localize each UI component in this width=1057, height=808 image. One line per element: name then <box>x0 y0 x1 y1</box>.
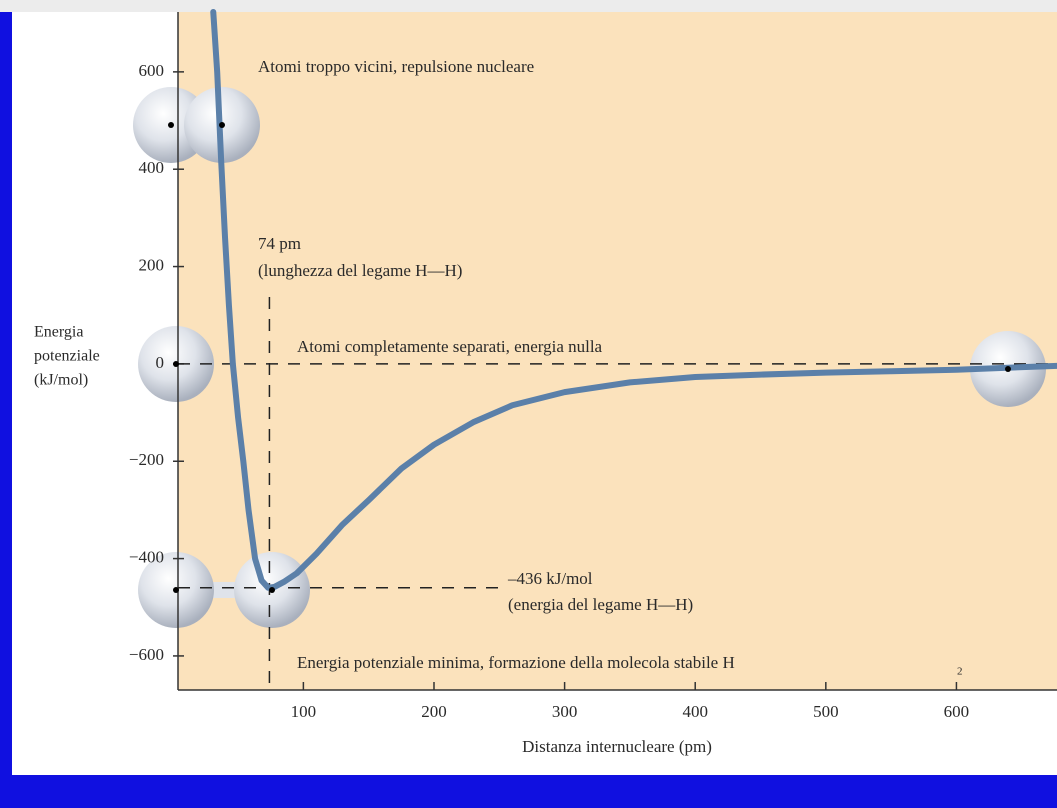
nucleus <box>173 587 179 593</box>
y-tick-label: −200 <box>129 450 164 469</box>
left-band <box>0 12 12 808</box>
annotation: 2 <box>957 666 963 678</box>
annotation: –436 kJ/mol <box>507 569 593 588</box>
annotation: (lunghezza del legame H—H) <box>258 261 462 280</box>
nucleus <box>173 361 179 367</box>
y-tick-label: −400 <box>129 547 164 566</box>
y-tick-label: −600 <box>129 645 164 664</box>
annotation: 74 pm <box>258 234 301 253</box>
x-tick-label: 100 <box>291 702 317 721</box>
annotation: Atomi completamente separati, energia nu… <box>297 337 603 356</box>
energy-curve <box>210 9 1057 591</box>
nucleus <box>168 122 174 128</box>
atom-nuclei <box>168 122 1011 593</box>
x-tick-label: 400 <box>682 702 708 721</box>
x-tick-label: 200 <box>421 702 447 721</box>
y-tick-label: 600 <box>139 61 165 80</box>
x-tick-label: 500 <box>813 702 839 721</box>
nucleus <box>1005 366 1011 372</box>
y-axis-title: Energia <box>34 324 83 341</box>
x-tick-label: 600 <box>944 702 970 721</box>
y-axis-title: potenziale <box>34 348 100 365</box>
nucleus <box>269 587 275 593</box>
annotation: Energia potenziale minima, formazione de… <box>297 653 735 672</box>
y-tick-label: 200 <box>139 255 165 274</box>
y-tick-label: 0 <box>156 353 165 372</box>
bottom-band <box>0 775 1057 808</box>
nucleus <box>219 122 225 128</box>
x-axis-title: Distanza internucleare (pm) <box>522 737 712 756</box>
chart-layer: Energia potenziale (kJ/mol) −600 −400 −200 0 20… <box>34 9 1057 721</box>
annotation: (energia del legame H—H) <box>508 595 693 614</box>
plot-area <box>178 12 1057 690</box>
y-axis-title: (kJ/mol) <box>34 372 88 389</box>
y-tick-label: 400 <box>139 158 165 177</box>
annotation: Atomi troppo vicini, repulsione nucleare <box>258 57 534 76</box>
x-tick-label: 300 <box>552 702 578 721</box>
